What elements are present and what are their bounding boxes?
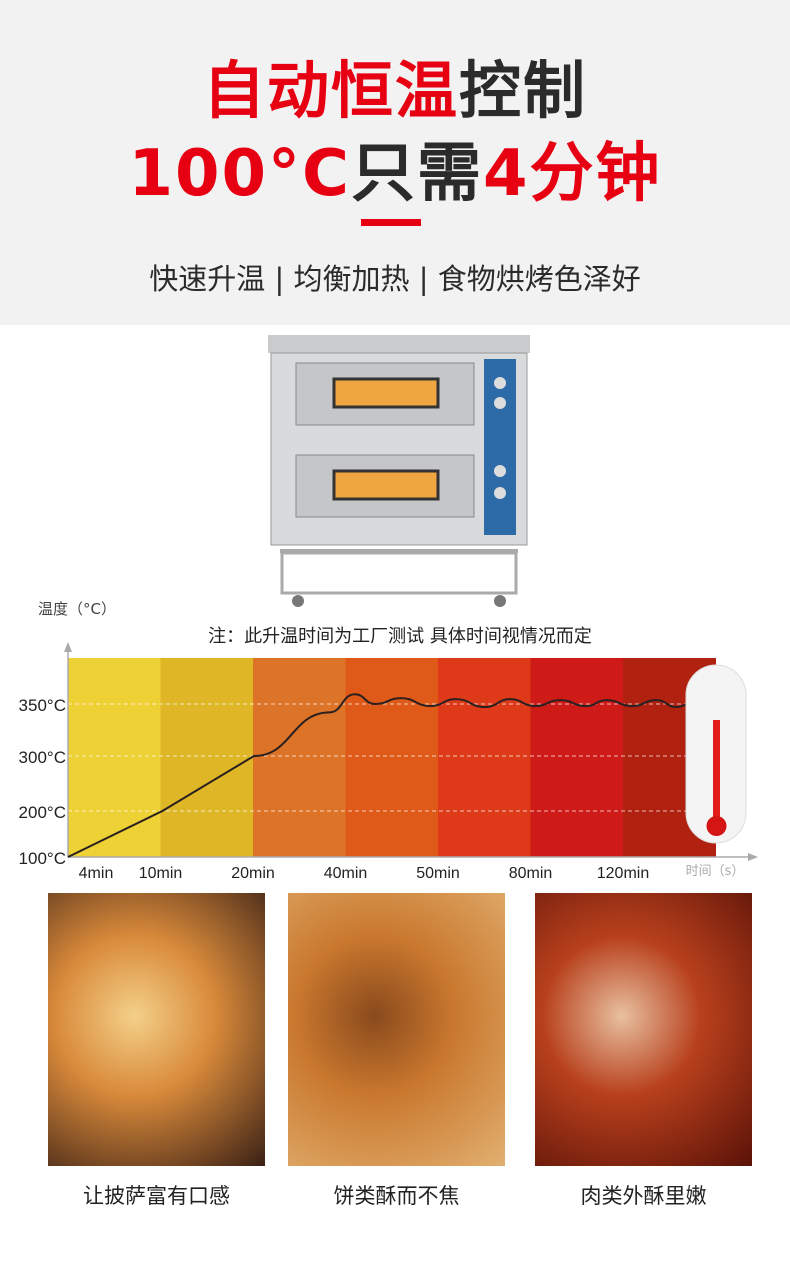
x-tick-label: 40min — [324, 865, 368, 882]
caption-pizza: 让披萨富有口感 — [83, 1184, 230, 1208]
food-photo-pizza — [48, 893, 265, 1166]
headline-line1: 自动恒温控制 — [0, 40, 790, 130]
chart-band — [68, 658, 161, 857]
y-tick-label: 350°C — [19, 696, 66, 715]
headline-temp: 100°C — [128, 137, 352, 211]
chart-band — [160, 658, 254, 857]
x-axis-label: 时间（s） — [686, 864, 745, 879]
headline-line2: 100°C只需4分钟 — [0, 122, 790, 214]
header-banner: 自动恒温控制 100°C只需4分钟 快速升温 | 均衡加热 | 食物烘烤色泽好 — [0, 0, 790, 325]
food-photo-wings — [535, 893, 752, 1166]
chart-band — [438, 658, 531, 857]
chart-band — [253, 658, 346, 857]
chart-band — [530, 658, 624, 857]
x-tick-label: 10min — [139, 865, 183, 882]
caption-wings: 肉类外酥里嫩 — [580, 1184, 707, 1208]
chart-note: 注：此升温时间为工厂测试 具体时间视情况而定 — [208, 626, 592, 647]
y-axis-arrow — [64, 642, 72, 652]
caption-pastry: 饼类酥而不焦 — [333, 1184, 460, 1208]
temperature-curve — [67, 693, 690, 858]
x-tick-label: 120min — [597, 865, 649, 882]
oven-image — [268, 335, 530, 607]
food-photo-pastry — [288, 893, 505, 1166]
chart-band — [345, 658, 439, 857]
temperature-chart: 100°C 200°C 300°C 350°C 4min 10min 20min 40min 5… — [19, 642, 758, 882]
headline-only: 只需 — [351, 137, 484, 211]
y-tick-label: 100°C — [19, 849, 66, 868]
thermometer-bulb — [706, 816, 727, 836]
x-tick-label: 20min — [231, 865, 275, 882]
headline-red: 自动恒温 — [202, 54, 459, 127]
x-tick-label: 50min — [416, 865, 460, 882]
y-tick-label: 200°C — [19, 803, 66, 822]
y-axis-label: 温度（°C） — [38, 600, 116, 618]
y-tick-label: 300°C — [19, 748, 66, 767]
headline-time: 4分钟 — [483, 137, 662, 211]
x-tick-label: 80min — [509, 865, 553, 882]
subtitle: 快速升温 | 均衡加热 | 食物烘烤色泽好 — [149, 262, 641, 296]
divider — [361, 219, 421, 226]
headline-dark: 控制 — [459, 54, 588, 127]
thermometer-mercury — [713, 720, 720, 820]
x-tick-label: 4min — [79, 865, 114, 882]
x-axis-arrow — [748, 853, 758, 861]
